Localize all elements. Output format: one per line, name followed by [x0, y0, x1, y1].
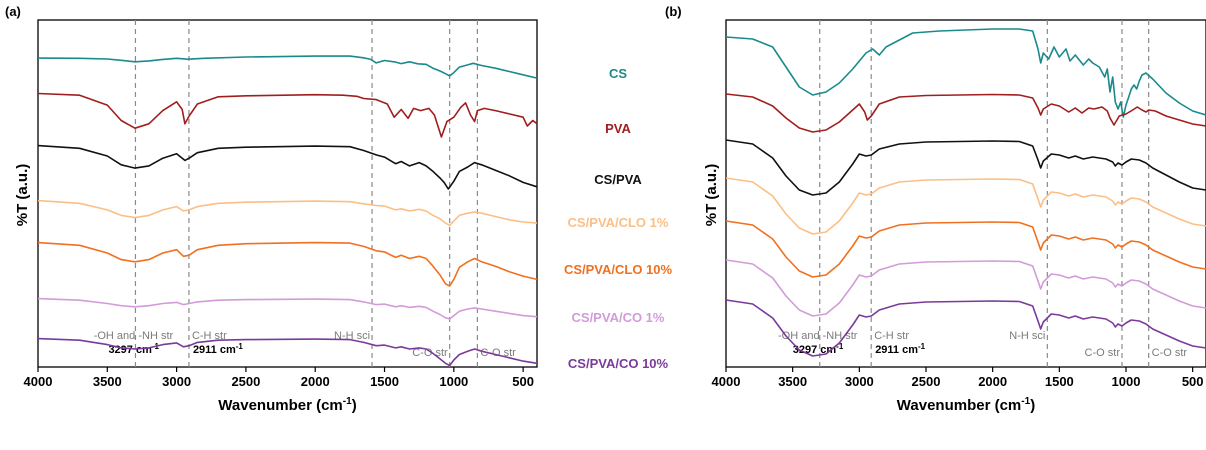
x-tick-label: 3500	[93, 374, 122, 389]
plot-frame	[37, 19, 538, 368]
legend-label: CS/PVA/CO 1%	[572, 310, 665, 325]
y-axis-label: %T (a.u.)	[14, 164, 31, 227]
legend-label: PVA	[605, 121, 631, 136]
chart-panel-a: (a) %T (a.u.) 4000 3500 3000 2500 2000 1500 1000…	[5, 4, 672, 414]
peak-annotation: -OH and -NH str	[778, 330, 858, 342]
series-line	[725, 259, 1206, 317]
x-tick-label: 3000	[845, 374, 874, 389]
x-tick-label: 500	[512, 374, 534, 389]
legend-label: CS	[609, 66, 627, 81]
panel-label: (a)	[5, 4, 21, 19]
series-line	[37, 144, 538, 190]
series-line	[725, 220, 1206, 278]
series-line	[37, 337, 538, 367]
x-tick-label: 1500	[1045, 374, 1074, 389]
peak-annotation: N-H sci	[1009, 330, 1045, 342]
series-line	[725, 93, 1206, 133]
peak-position-label: 2911 cm-1	[875, 342, 925, 356]
x-tick-label: 4000	[24, 374, 53, 389]
peak-position-label: 3297 cm-1	[793, 342, 844, 356]
x-tick-label: 2000	[301, 374, 330, 389]
peak-annotation: -OH and -NH str	[94, 330, 174, 342]
legend-label: CS/PVA	[594, 172, 642, 187]
legend-label: CS/PVA/CO 10%	[568, 356, 669, 371]
chart-panel-b: (b) %T (a.u.) 4000 3500 3000 2500 2000 1500 1000…	[665, 4, 1206, 414]
series-line	[37, 92, 538, 138]
x-tick-label: 3000	[162, 374, 191, 389]
x-tick-label: 2500	[231, 374, 260, 389]
series-line	[37, 55, 538, 79]
x-tick-label: 1000	[439, 374, 468, 389]
peak-position-label: 2911 cm-1	[193, 342, 243, 356]
x-tick-label: 4000	[712, 374, 741, 389]
peak-annotation: C-H str	[874, 330, 909, 342]
peak-annotation: C-O str	[480, 347, 516, 359]
x-tick-label: 3500	[778, 374, 807, 389]
panel-label: (b)	[665, 4, 682, 19]
peak-annotation: C-O str	[1085, 347, 1121, 359]
legend-label: CS/PVA/CLO 1%	[568, 215, 669, 230]
x-axis-label: Wavenumber (cm-1)	[897, 396, 1035, 414]
series-line	[37, 241, 538, 287]
series-line	[725, 139, 1206, 196]
x-tick-label: 500	[1182, 374, 1204, 389]
plot-frame	[725, 19, 1206, 368]
x-tick-label: 1000	[1112, 374, 1141, 389]
peak-annotation: C-O str	[412, 347, 448, 359]
legend-label: CS/PVA/CLO 10%	[564, 262, 673, 277]
series-line	[725, 299, 1206, 357]
peak-annotation: C-H str	[192, 330, 227, 342]
peak-annotation: C-O str	[1152, 347, 1188, 359]
x-tick-label: 2000	[978, 374, 1007, 389]
series-line	[37, 199, 538, 227]
series-line	[725, 28, 1206, 118]
series-line	[37, 297, 538, 320]
series-line	[725, 177, 1206, 235]
x-axis-label: Wavenumber (cm-1)	[218, 396, 356, 414]
y-axis-label: %T (a.u.)	[703, 164, 720, 227]
x-tick-label: 1500	[370, 374, 399, 389]
x-tick-label: 2500	[912, 374, 941, 389]
